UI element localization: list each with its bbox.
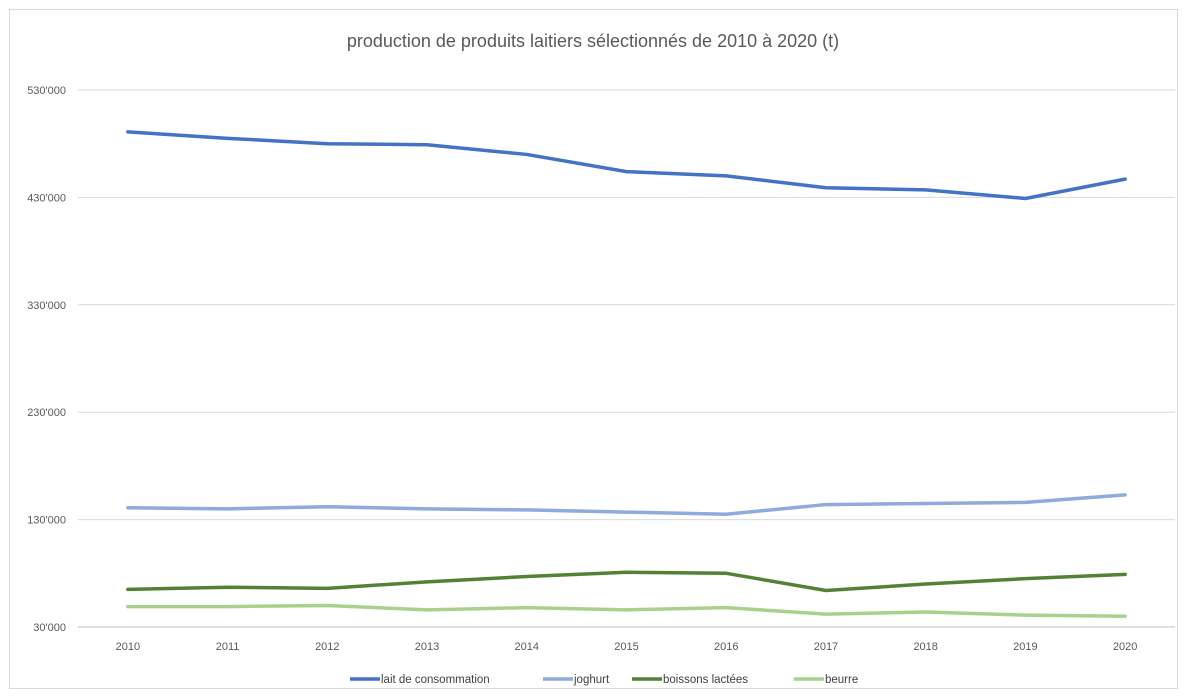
legend-label: boissons lactées [663, 674, 748, 686]
x-tick-label: 2010 [116, 641, 140, 653]
y-tick-label: 230'000 [27, 407, 66, 419]
x-tick-label: 2015 [614, 641, 638, 653]
series-line [126, 603, 1127, 619]
y-tick-label: 130'000 [27, 515, 66, 527]
x-tick-label: 2014 [515, 641, 539, 653]
x-axis-tick-labels: 2010 2011 2012 2013 2014 2015 2016 2017 2018 2019… [116, 641, 1138, 653]
x-tick-label: 2016 [714, 641, 738, 653]
y-tick-label: 530'000 [27, 85, 66, 97]
chart-frame [9, 9, 1178, 689]
x-tick-label: 2013 [415, 641, 439, 653]
y-tick-label: 430'000 [27, 192, 66, 204]
gridlines [78, 89, 1175, 628]
legend-label: beurre [825, 674, 858, 686]
legend-label: joghurt [573, 674, 610, 686]
x-tick-label: 2018 [913, 641, 937, 653]
chart-title: production de produits laitiers sélectio… [347, 31, 839, 51]
x-tick-label: 2019 [1013, 641, 1037, 653]
legend-label: lait de consommation [381, 674, 490, 686]
y-tick-label: 330'000 [27, 300, 66, 312]
series-line [126, 130, 1127, 201]
series-line [126, 493, 1127, 516]
legend: lait de consommation joghurt boissons lact… [350, 674, 858, 686]
y-tick-label: 30'000 [33, 622, 66, 634]
series-line [126, 570, 1127, 593]
x-tick-label: 2012 [315, 641, 339, 653]
y-axis-tick-labels: 30'000 130'000 230'000 330'000 430'000 530'00… [27, 85, 66, 634]
series-lines [126, 130, 1127, 619]
x-tick-label: 2017 [814, 641, 838, 653]
x-tick-label: 2011 [216, 641, 240, 653]
x-tick-label: 2020 [1113, 641, 1137, 653]
